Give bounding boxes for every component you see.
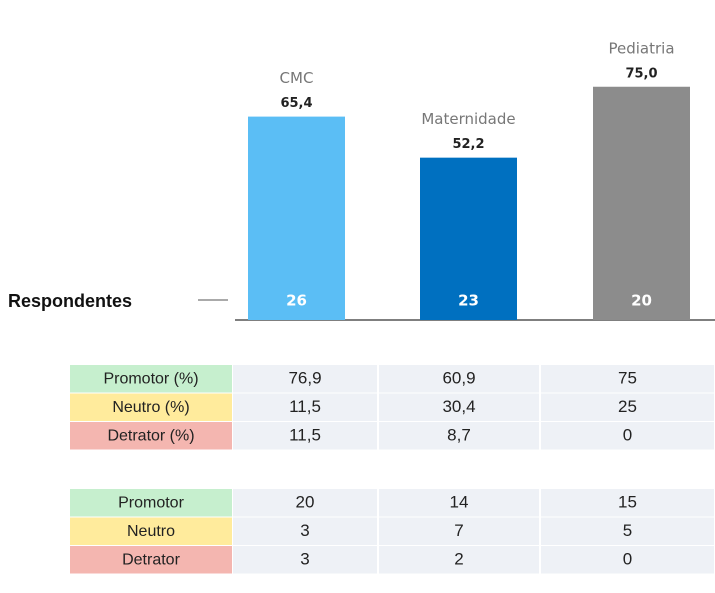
- cell-value: 8,7: [447, 426, 471, 445]
- bar: [593, 86, 690, 320]
- cell: [541, 393, 714, 421]
- row-label: Promotor (%): [103, 370, 198, 387]
- cell: [233, 546, 377, 574]
- respondents-label: Respondentes: [8, 291, 132, 311]
- cell-value: 30,4: [442, 397, 475, 416]
- cell: [541, 422, 714, 450]
- value-label: 65,4: [280, 96, 312, 111]
- value-label: 52,2: [452, 137, 484, 152]
- cell-value: 2: [454, 550, 463, 569]
- cell-value: 0: [623, 550, 632, 569]
- cell-value: 25: [618, 397, 637, 416]
- category-label: Maternidade: [421, 110, 515, 128]
- cell-value: 5: [623, 521, 632, 540]
- cell: [233, 393, 377, 421]
- row-label-cell: [70, 422, 232, 450]
- cell-value: 11,5: [289, 397, 321, 416]
- respondents-value: 20: [631, 292, 652, 310]
- cell-value: 20: [296, 493, 315, 512]
- cell: [379, 517, 539, 545]
- cell: [541, 546, 714, 574]
- row-label: Detrator: [122, 551, 180, 568]
- cell-value: 14: [450, 493, 469, 512]
- cell-value: 3: [300, 550, 309, 569]
- category-label: CMC: [280, 69, 314, 87]
- category-label: Pediatria: [608, 39, 674, 57]
- row-label-cell: [70, 517, 232, 545]
- cell: [379, 365, 539, 393]
- cell: [541, 517, 714, 545]
- cell-value: 60,9: [442, 369, 475, 388]
- cell: [233, 489, 377, 517]
- bar: [420, 157, 517, 320]
- row-label: Promotor: [118, 494, 184, 511]
- row-label-cell: [70, 393, 232, 421]
- cell-value: 11,5: [289, 426, 321, 445]
- cell: [233, 365, 377, 393]
- respondents-value: 26: [286, 292, 307, 310]
- respondents-value: 23: [458, 292, 479, 310]
- cell: [541, 489, 714, 517]
- cell-value: 7: [454, 521, 463, 540]
- cell-value: 15: [618, 493, 637, 512]
- cell: [379, 393, 539, 421]
- cell: [541, 365, 714, 393]
- row-label: Detrator (%): [107, 427, 194, 444]
- row-label: Neutro: [127, 523, 175, 540]
- bar: [248, 116, 345, 320]
- cell: [233, 517, 377, 545]
- cell: [233, 422, 377, 450]
- value-label: 75,0: [625, 66, 657, 81]
- row-label-cell: [70, 489, 232, 517]
- cell-value: 75: [618, 369, 637, 388]
- cell: [379, 422, 539, 450]
- cell: [379, 546, 539, 574]
- cell-value: 3: [300, 521, 309, 540]
- cell: [379, 489, 539, 517]
- cell-value: 76,9: [288, 369, 321, 388]
- row-label-cell: [70, 546, 232, 574]
- cell-value: 0: [623, 426, 632, 445]
- row-label: Neutro (%): [112, 399, 189, 416]
- row-label-cell: [70, 365, 232, 393]
